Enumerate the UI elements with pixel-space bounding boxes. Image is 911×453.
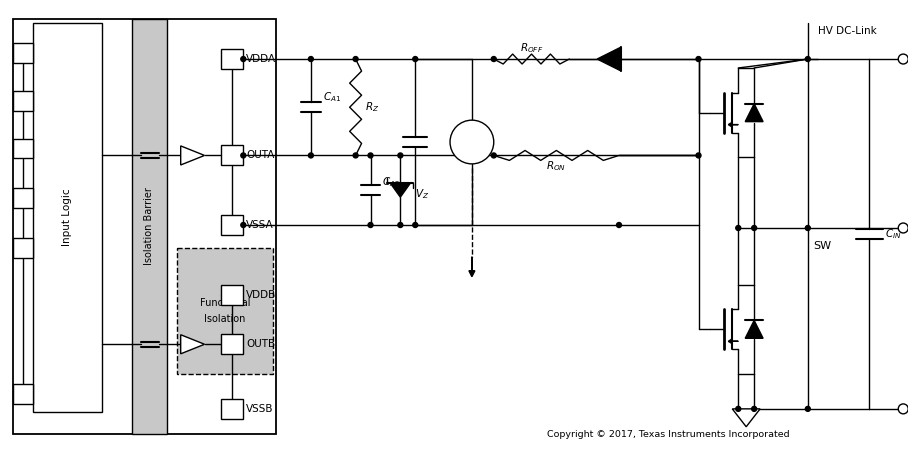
Circle shape	[491, 57, 496, 62]
Bar	[13, 384, 33, 404]
Text: $R_Z$: $R_Z$	[364, 100, 379, 114]
Circle shape	[413, 222, 418, 227]
Text: 1: 1	[20, 48, 26, 58]
Circle shape	[617, 222, 621, 227]
Circle shape	[752, 406, 757, 411]
Text: 15: 15	[226, 150, 239, 160]
Text: 8: 8	[20, 389, 26, 399]
Text: Functional: Functional	[200, 298, 251, 308]
Circle shape	[241, 153, 246, 158]
Circle shape	[353, 57, 358, 62]
Polygon shape	[180, 335, 205, 354]
Text: HV DC-Link: HV DC-Link	[818, 26, 876, 36]
Text: 14: 14	[226, 220, 239, 230]
Bar	[221, 215, 243, 235]
Circle shape	[805, 226, 810, 231]
Bar	[13, 43, 33, 63]
Bar	[132, 19, 167, 434]
Polygon shape	[597, 47, 621, 71]
Text: VDDB: VDDB	[246, 289, 277, 299]
Bar	[177, 248, 273, 374]
Bar	[33, 23, 102, 412]
Bar	[13, 19, 276, 434]
Text: $C_{A1}$: $C_{A1}$	[322, 91, 341, 104]
Text: $V_Z$: $V_Z$	[415, 187, 429, 201]
Text: Copyright © 2017, Texas Instruments Incorporated: Copyright © 2017, Texas Instruments Inco…	[548, 430, 790, 439]
Polygon shape	[391, 183, 410, 197]
Text: VSSB: VSSB	[246, 404, 274, 414]
FancyArrow shape	[469, 257, 475, 277]
Text: 16: 16	[226, 54, 239, 64]
Text: Isolation: Isolation	[204, 314, 246, 324]
Bar	[221, 145, 243, 165]
Circle shape	[805, 57, 810, 62]
Text: Input Logic: Input Logic	[62, 189, 72, 246]
Circle shape	[491, 153, 496, 158]
Bar	[13, 139, 33, 159]
Text: 4: 4	[20, 193, 26, 203]
Circle shape	[398, 222, 403, 227]
Text: $C_{A2}$: $C_{A2}$	[383, 175, 401, 189]
Text: VDDA: VDDA	[246, 54, 276, 64]
Bar	[221, 49, 243, 69]
Text: +: +	[467, 130, 476, 140]
Text: $V_A$: $V_A$	[466, 139, 478, 153]
Bar	[13, 238, 33, 258]
Text: 11: 11	[226, 289, 239, 299]
FancyArrow shape	[728, 339, 738, 344]
Bar	[13, 91, 33, 111]
Text: VSSA: VSSA	[246, 220, 274, 230]
Circle shape	[696, 153, 701, 158]
Bar	[221, 399, 243, 419]
Text: 9: 9	[230, 404, 235, 414]
Text: $C_{IN}$: $C_{IN}$	[885, 227, 902, 241]
Circle shape	[752, 226, 757, 231]
Text: 10: 10	[226, 339, 239, 349]
Circle shape	[309, 57, 313, 62]
Text: SW: SW	[813, 241, 831, 251]
Text: Isolation Barrier: Isolation Barrier	[144, 188, 154, 265]
Polygon shape	[745, 104, 763, 122]
Circle shape	[241, 57, 246, 62]
Text: 5: 5	[19, 243, 26, 253]
Circle shape	[696, 57, 701, 62]
Circle shape	[805, 406, 810, 411]
Circle shape	[736, 406, 741, 411]
Text: OUTB: OUTB	[246, 339, 275, 349]
Text: 2: 2	[19, 96, 26, 106]
Circle shape	[450, 120, 494, 164]
Circle shape	[353, 153, 358, 158]
Text: OUTA: OUTA	[246, 150, 274, 160]
Circle shape	[368, 222, 373, 227]
FancyArrow shape	[728, 122, 738, 127]
Polygon shape	[732, 409, 760, 427]
Text: 3: 3	[20, 144, 26, 154]
Circle shape	[398, 153, 403, 158]
Circle shape	[309, 153, 313, 158]
Bar	[221, 284, 243, 304]
Circle shape	[413, 57, 418, 62]
Circle shape	[368, 153, 373, 158]
Bar	[221, 334, 243, 354]
Circle shape	[241, 222, 246, 227]
Polygon shape	[180, 146, 205, 165]
Circle shape	[898, 404, 908, 414]
Bar	[13, 188, 33, 208]
Polygon shape	[745, 320, 763, 338]
Text: $R_{OFF}$: $R_{OFF}$	[520, 41, 543, 55]
Circle shape	[898, 223, 908, 233]
Text: $R_{ON}$: $R_{ON}$	[547, 159, 567, 173]
Circle shape	[736, 226, 741, 231]
Circle shape	[898, 54, 908, 64]
